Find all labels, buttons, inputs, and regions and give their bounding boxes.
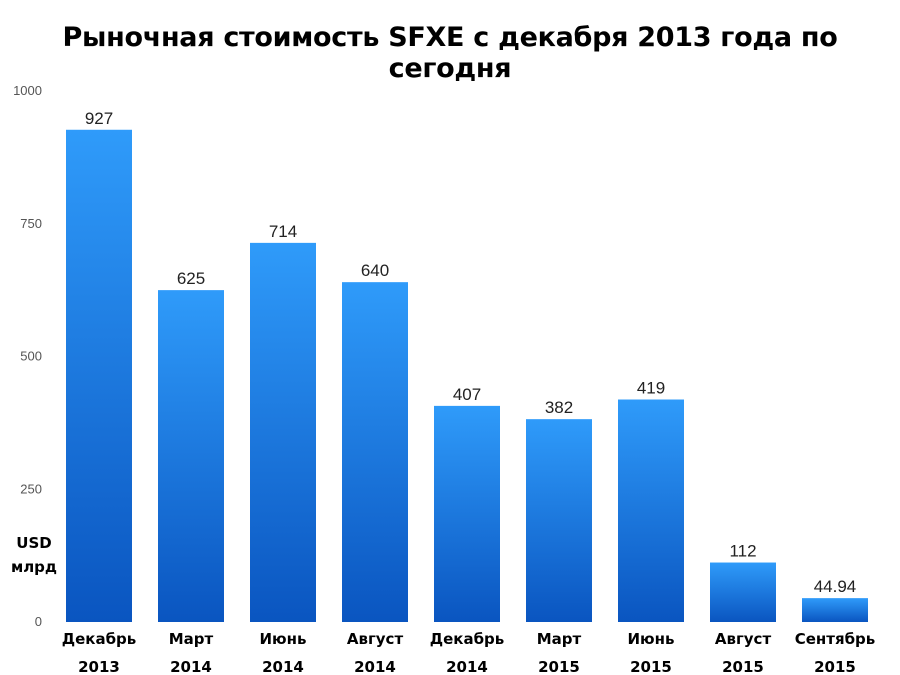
x-tick-label: Сентябрь [795,630,876,648]
x-tick-label: Июнь [628,630,675,648]
bar-value-label: 714 [269,222,297,241]
bar-value-label: 419 [637,379,665,398]
x-tick-label: Июнь [260,630,307,648]
bar-value-label: 927 [85,109,113,128]
y-tick-label: 250 [20,481,42,496]
x-tick-label: Март [169,630,214,648]
x-tick-label: Март [537,630,582,648]
x-axis: Декабрь 2013 Март 2014 Июнь 2014 Август 2014 Дек… [62,630,876,675]
x-tick-label: Август [347,630,404,648]
bar-value-label: 44.94 [814,577,857,596]
x-tick-label: Декабрь [430,630,505,648]
bar [250,242,316,622]
bars [66,129,868,622]
x-tick-label: 2014 [354,658,396,675]
x-tick-label: 2015 [722,658,764,675]
x-tick-label: 2014 [170,658,212,675]
x-tick-label: Август [715,630,772,648]
bar [618,399,684,622]
bar [342,282,408,622]
bar-value-label: 382 [545,398,573,417]
y-tick-label: 750 [20,216,42,231]
bar-value-label: 112 [729,542,756,561]
bar [802,598,868,622]
y-axis-unit: USD млрд [11,534,57,576]
y-axis-unit-label: млрд [11,558,57,576]
y-tick-label: 0 [35,614,42,629]
bar-value-label: 640 [361,261,389,280]
x-tick-label: 2015 [630,658,672,675]
bar [710,562,776,622]
value-labels: 927 625 714 640 407 382 419 112 44.94 [85,109,856,596]
bar-value-label: 407 [453,385,481,404]
x-tick-label: 2014 [262,658,304,675]
x-tick-label: 2015 [538,658,580,675]
bar [158,290,224,622]
bar [434,405,500,622]
y-tick-label: 1000 [13,83,42,98]
x-tick-label: 2013 [78,658,120,675]
x-tick-label: 2014 [446,658,488,675]
x-tick-label: 2015 [814,658,856,675]
bar-value-label: 625 [177,269,205,288]
y-axis: 0 250 500 750 1000 [13,83,42,629]
bar [66,129,132,622]
x-tick-label: Декабрь [62,630,137,648]
chart-title: Рыночная стоимость SFXE с декабря 2013 г… [62,22,838,84]
y-tick-label: 500 [20,349,42,364]
y-axis-unit-label: USD [16,534,51,552]
bar [526,419,592,622]
